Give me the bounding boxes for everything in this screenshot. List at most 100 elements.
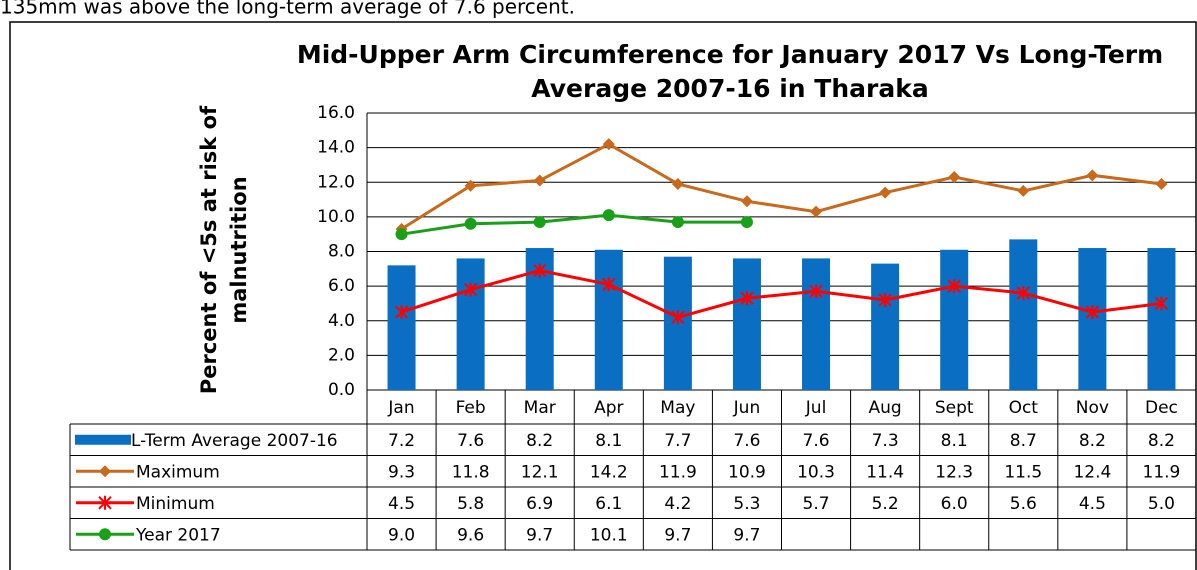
table-value: 6.1 bbox=[595, 494, 622, 514]
point bbox=[1154, 296, 1169, 311]
y-label-line: Percent of <5s at risk of bbox=[197, 105, 221, 394]
table-value: 4.5 bbox=[1079, 494, 1106, 514]
bar bbox=[1009, 239, 1038, 390]
point bbox=[740, 291, 754, 306]
table-value: 8.1 bbox=[595, 431, 622, 451]
y-tick-label: 6.0 bbox=[328, 276, 355, 296]
point bbox=[671, 177, 684, 190]
point bbox=[463, 282, 478, 297]
table-value: 6.9 bbox=[526, 494, 553, 514]
point bbox=[99, 465, 111, 478]
table-value: 5.7 bbox=[803, 494, 830, 514]
caption: 135mm was above the long-term average of… bbox=[0, 0, 575, 19]
point bbox=[1155, 177, 1168, 190]
point bbox=[740, 216, 753, 229]
x-tick-label: Nov bbox=[1076, 398, 1109, 418]
table-value: 11.5 bbox=[1004, 462, 1042, 482]
chart-frame bbox=[9, 21, 1197, 570]
y-tick-label: 10.0 bbox=[317, 207, 355, 227]
y-tick-label: 12.0 bbox=[317, 172, 355, 192]
x-tick-label: Dec bbox=[1145, 398, 1178, 418]
table-value: 11.4 bbox=[866, 462, 904, 482]
y-label: Percent of <5s at risk of malnutrition bbox=[197, 105, 251, 394]
y-tick-label: 2.0 bbox=[328, 345, 355, 365]
bar bbox=[387, 265, 416, 390]
point bbox=[602, 277, 616, 292]
table-value: 11.9 bbox=[1143, 462, 1181, 482]
table-value: 10.9 bbox=[728, 462, 766, 482]
bar bbox=[594, 249, 623, 390]
bar bbox=[871, 263, 900, 390]
x-tick-label: Mar bbox=[524, 398, 556, 418]
x-tick-label: Jul bbox=[805, 398, 827, 418]
point bbox=[1086, 169, 1099, 182]
y-tick-label: 14.0 bbox=[317, 138, 355, 158]
table-value: 7.7 bbox=[664, 431, 691, 451]
point bbox=[533, 174, 546, 187]
line bbox=[401, 213, 747, 236]
table-value: 4.2 bbox=[664, 494, 691, 514]
point bbox=[671, 216, 684, 229]
table-value: 6.0 bbox=[941, 494, 968, 514]
x-tick-label: Oct bbox=[1009, 398, 1039, 418]
table-value: 7.6 bbox=[733, 431, 760, 451]
table-value: 7.2 bbox=[388, 431, 415, 451]
y-tick-label: 0.0 bbox=[328, 380, 355, 400]
table-value: 7.6 bbox=[803, 431, 830, 451]
point bbox=[810, 205, 823, 218]
table-value: 5.8 bbox=[457, 494, 484, 514]
x-tick-label: Jun bbox=[733, 398, 761, 418]
point bbox=[1085, 305, 1100, 320]
y-tick-label: 4.0 bbox=[328, 311, 355, 331]
table-value: 5.2 bbox=[872, 494, 899, 514]
table-value: 8.7 bbox=[1010, 431, 1037, 451]
table-value: 8.2 bbox=[526, 431, 553, 451]
x-tick-label: Aug bbox=[869, 398, 902, 418]
table-value: 12.1 bbox=[521, 462, 559, 482]
point bbox=[1016, 286, 1030, 301]
table-value: 10.1 bbox=[590, 525, 628, 545]
point bbox=[464, 217, 477, 230]
table-value: 9.3 bbox=[388, 462, 415, 482]
legend-label: Maximum bbox=[136, 462, 220, 482]
bar bbox=[1147, 248, 1176, 390]
table-value: 11.9 bbox=[659, 462, 697, 482]
x-tick-label: Apr bbox=[594, 398, 623, 418]
bar bbox=[456, 258, 485, 390]
bar bbox=[732, 258, 761, 390]
line bbox=[401, 269, 1162, 319]
point bbox=[464, 179, 477, 192]
chart-title: Mid-Upper Arm Circumference for January … bbox=[297, 40, 1163, 69]
line bbox=[400, 142, 1162, 231]
legend-label: L-Term Average 2007-16 bbox=[131, 431, 338, 451]
table-value: 12.3 bbox=[935, 462, 973, 482]
point bbox=[948, 171, 961, 184]
table-value: 8.2 bbox=[1148, 431, 1175, 451]
table-value: 11.8 bbox=[452, 462, 490, 482]
table-value: 9.7 bbox=[664, 525, 691, 545]
table-value: 14.2 bbox=[590, 462, 628, 482]
table-value: 7.6 bbox=[457, 431, 484, 451]
table-value: 10.3 bbox=[797, 462, 835, 482]
table-value: 9.7 bbox=[733, 525, 760, 545]
point bbox=[602, 138, 615, 151]
bar bbox=[802, 258, 831, 390]
point bbox=[740, 195, 753, 208]
table-value: 9.7 bbox=[526, 525, 553, 545]
table-value: 4.5 bbox=[388, 494, 415, 514]
table-value: 9.6 bbox=[457, 525, 484, 545]
y-label-line: malnutrition bbox=[227, 176, 251, 323]
point bbox=[1017, 184, 1030, 197]
legend-key bbox=[75, 434, 131, 445]
y-tick-label: 16.0 bbox=[317, 103, 355, 123]
point bbox=[878, 292, 892, 307]
x-tick-label: Sept bbox=[935, 398, 974, 418]
x-tick-label: Feb bbox=[456, 398, 486, 418]
point bbox=[533, 216, 546, 229]
table-value: 5.3 bbox=[733, 494, 760, 514]
x-tick-label: May bbox=[660, 398, 695, 418]
point bbox=[533, 263, 547, 278]
legend-label: Minimum bbox=[136, 494, 215, 514]
table-value: 7.3 bbox=[872, 431, 899, 451]
